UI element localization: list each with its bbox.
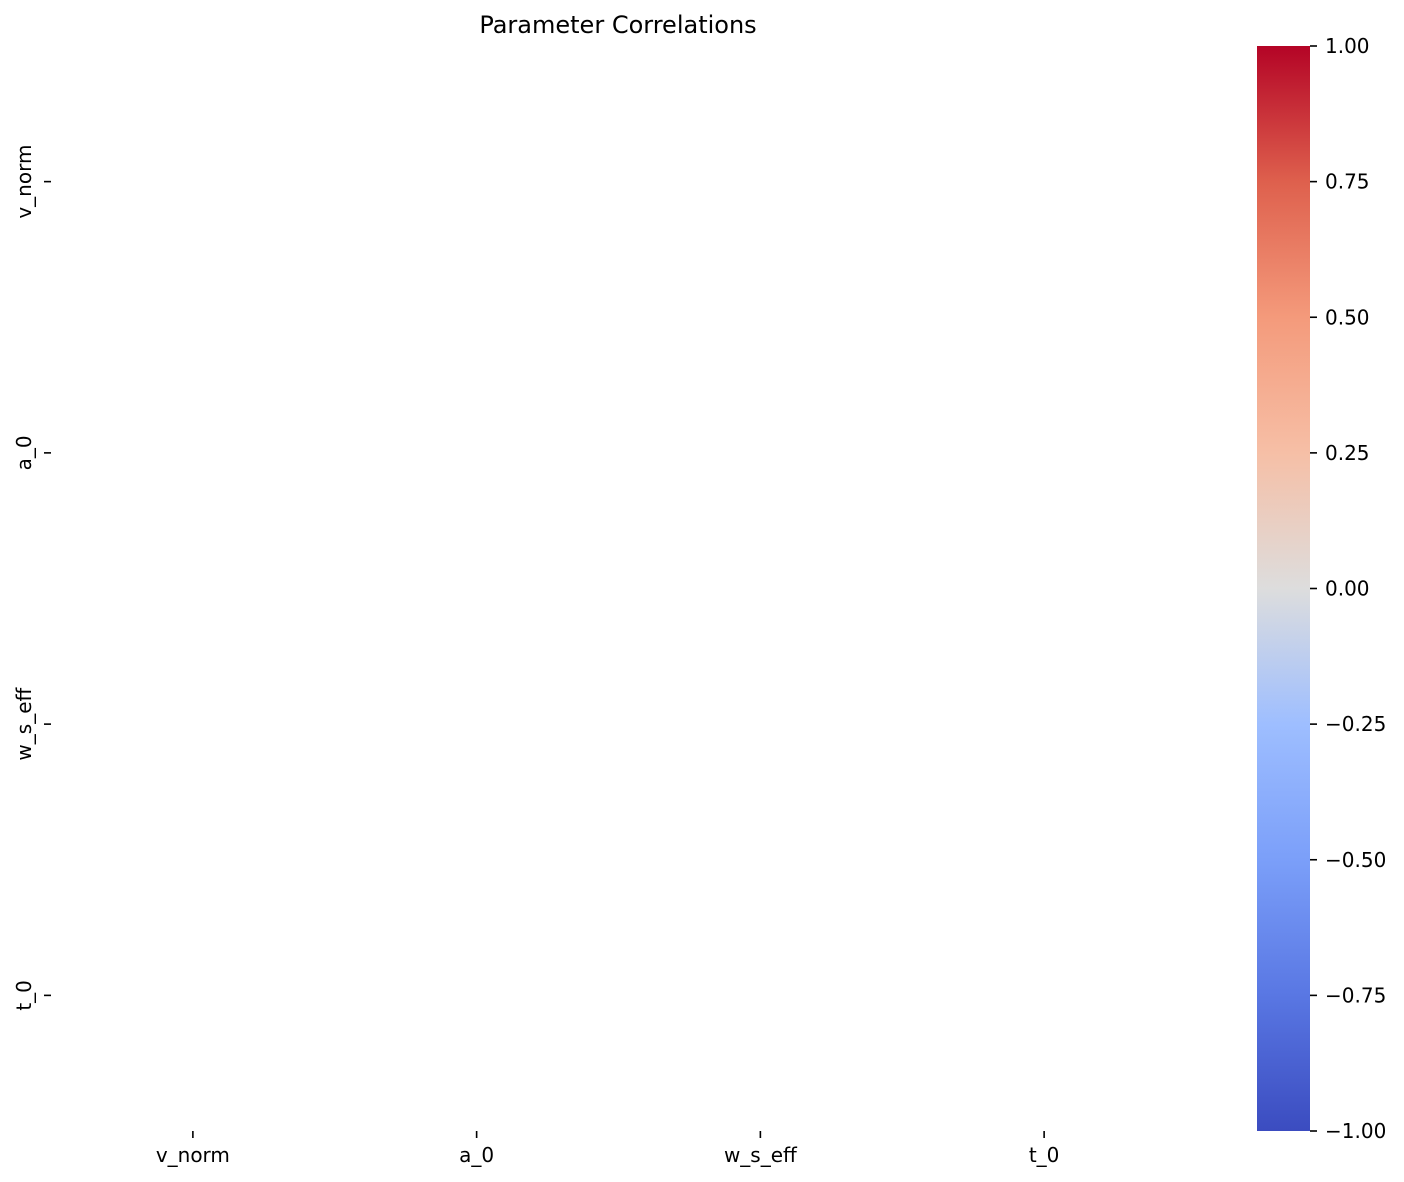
heatmap-cell: [619, 317, 903, 588]
x-axis: v_norm a_0 w_s_eff t_0: [156, 1131, 1060, 1167]
colorbar-tick-label: 0.50: [1325, 305, 1370, 329]
y-tick-label: w_s_eff: [12, 686, 36, 760]
colorbar-tick-label: −0.50: [1325, 848, 1386, 872]
heatmap-cell: [51, 317, 335, 588]
colorbar-tick-label: −1.00: [1325, 1119, 1386, 1143]
colorbar: [1257, 46, 1310, 1131]
heatmap-cell: [51, 589, 335, 860]
heatmap-cell: [335, 589, 619, 860]
y-tick-label: v_norm: [12, 145, 36, 219]
heatmap-cell: [335, 46, 619, 317]
x-tick-label: w_s_eff: [724, 1143, 798, 1167]
heatmap-cell: [619, 860, 903, 1131]
colorbar-tick-label: 0.25: [1325, 441, 1370, 465]
heatmap-cell: [619, 589, 903, 860]
heatmap-cell: [51, 46, 335, 317]
heatmap-cell: [335, 860, 619, 1131]
x-tick-label: a_0: [459, 1143, 494, 1167]
heatmap-cell: [619, 46, 903, 317]
colorbar-tick-label: 0.00: [1325, 577, 1370, 601]
heatmap-cells: [51, 46, 1186, 1131]
colorbar-tick-label: 0.75: [1325, 170, 1370, 194]
colorbar-tick-label: −0.25: [1325, 712, 1386, 736]
heatmap-cell: [902, 589, 1186, 860]
heatmap-cell: [902, 317, 1186, 588]
x-tick-label: v_norm: [156, 1143, 230, 1167]
heatmap-cell: [51, 860, 335, 1131]
heatmap-cell: [902, 46, 1186, 317]
y-tick-label: t_0: [12, 980, 36, 1011]
y-axis: v_norm a_0 w_s_eff t_0: [12, 145, 51, 1011]
colorbar-tick-label: 1.00: [1325, 34, 1370, 58]
colorbar-tick-label: −0.75: [1325, 983, 1386, 1007]
y-tick-label: a_0: [12, 435, 36, 470]
x-tick-label: t_0: [1029, 1143, 1060, 1167]
heatmap-cell: [335, 317, 619, 588]
heatmap-cell: [902, 860, 1186, 1131]
colorbar-ticks: 1.00 0.75 0.50 0.25 0.00 −0.25 −0.50 −0.75 −1.00: [1310, 34, 1386, 1143]
chart-title: Parameter Correlations: [479, 11, 756, 39]
